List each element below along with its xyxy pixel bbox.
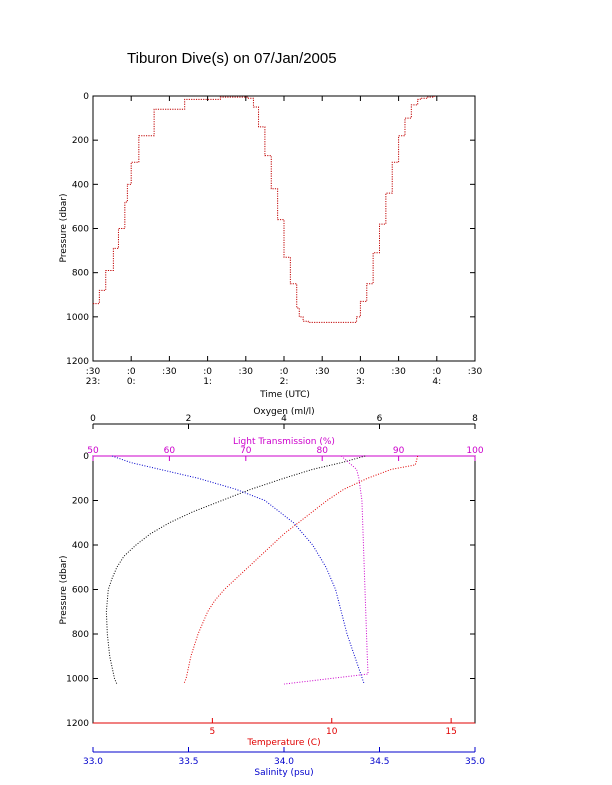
salinity-profile	[111, 455, 365, 685]
x-tick-label: :0	[127, 367, 136, 377]
light_transmission-profile	[283, 455, 369, 685]
axis-tick-label: 100	[466, 446, 483, 456]
oxygen-axis-label: Oxygen (ml/l)	[253, 407, 314, 417]
x-tick-label: :30	[239, 367, 254, 377]
temperature-profile	[183, 455, 419, 685]
light-transmission-axis-label: Light Transmission (%)	[233, 437, 335, 447]
top-y-axis-label: Pressure (dbar)	[59, 194, 69, 263]
axis-tick-label: 34.5	[369, 757, 389, 767]
x-tick-label: :0	[280, 367, 289, 377]
y-tick-label: 1000	[66, 313, 89, 323]
axis-tick-label: 4	[281, 414, 287, 424]
y-tick-label: 1200	[66, 719, 89, 729]
axis-tick-label: 90	[393, 446, 405, 456]
axis-tick-label: 10	[326, 727, 338, 737]
y-tick-label: 200	[72, 497, 89, 507]
bottom-y-axis: 0 200 400 600 800 1000 1200	[66, 452, 475, 729]
x-tick-hour-label: 1:	[203, 377, 212, 387]
x-tick-label: :0	[203, 367, 212, 377]
pressure-line	[93, 96, 435, 323]
temperature-axis-label: Temperature (C)	[246, 738, 320, 748]
x-tick-label: :30	[468, 367, 483, 377]
axis-tick-label: 6	[377, 414, 383, 424]
profile-chart: 0 200 400 600 800 1000 1200 Pressure (dbar) 0 2…	[59, 407, 485, 778]
y-tick-label: 800	[72, 269, 89, 279]
x-tick-hour-label: 3:	[356, 377, 365, 387]
x-tick-label: :0	[432, 367, 441, 377]
pressure-trace	[93, 96, 435, 323]
x-tick-hour-label: 4:	[432, 377, 441, 387]
profile-series	[105, 455, 419, 685]
axis-tick-label: 33.0	[83, 757, 103, 767]
y-tick-label: 800	[72, 630, 89, 640]
top-y-axis: 0 200 400 600 800 1000 1200	[66, 92, 475, 367]
salinity-axis: 33.0 33.5 34.0 34.5 35.0	[83, 747, 485, 767]
y-tick-label: 1200	[66, 357, 89, 367]
x-tick-hour-label: 0:	[127, 377, 136, 387]
y-tick-label: 400	[72, 541, 89, 551]
top-x-axis-label: Time (UTC)	[259, 390, 310, 400]
x-tick-label: :30	[86, 367, 101, 377]
axis-tick-label: 5	[210, 727, 216, 737]
page-title: Tiburon Dive(s) on 07/Jan/2005	[127, 50, 337, 67]
y-tick-label: 600	[72, 586, 89, 596]
y-tick-label: 600	[72, 225, 89, 235]
axis-tick-label: 50	[87, 446, 99, 456]
axis-tick-label: 35.0	[465, 757, 485, 767]
top-x-axis: :3023::00::30:01::30:02::30:03::30:04::3…	[86, 96, 483, 387]
x-tick-label: :30	[315, 367, 330, 377]
x-tick-label: :0	[356, 367, 365, 377]
x-tick-hour-label: 23:	[86, 377, 100, 387]
axis-tick-label: 33.5	[178, 757, 198, 767]
y-tick-label: 200	[72, 136, 89, 146]
axis-tick-label: 34.0	[274, 757, 294, 767]
temperature-axis: 5 10 15	[93, 718, 475, 737]
x-tick-label: :30	[162, 367, 177, 377]
axis-tick-label: 80	[316, 446, 328, 456]
light-transmission-axis: 50 60 70 80 90 100	[87, 446, 484, 461]
axis-tick-label: 8	[472, 414, 478, 424]
salinity-axis-label: Salinity (psu)	[254, 768, 313, 778]
axis-tick-label: 60	[164, 446, 176, 456]
y-tick-label: 1000	[66, 675, 89, 685]
y-tick-label: 0	[83, 452, 89, 462]
oxygen-axis: 0 2 4 6 8	[90, 414, 478, 429]
axis-tick-label: 2	[186, 414, 192, 424]
axis-tick-label: 15	[445, 727, 456, 737]
y-tick-label: 400	[72, 180, 89, 190]
axis-tick-label: 70	[240, 446, 252, 456]
x-tick-hour-label: 2:	[280, 377, 289, 387]
x-tick-label: :30	[391, 367, 406, 377]
y-tick-label: 0	[83, 92, 89, 102]
axis-tick-label: 0	[90, 414, 96, 424]
oxygen-profile	[105, 455, 366, 685]
bottom-y-axis-label: Pressure (dbar)	[59, 556, 69, 625]
bottom-plot-frame	[92, 455, 476, 724]
